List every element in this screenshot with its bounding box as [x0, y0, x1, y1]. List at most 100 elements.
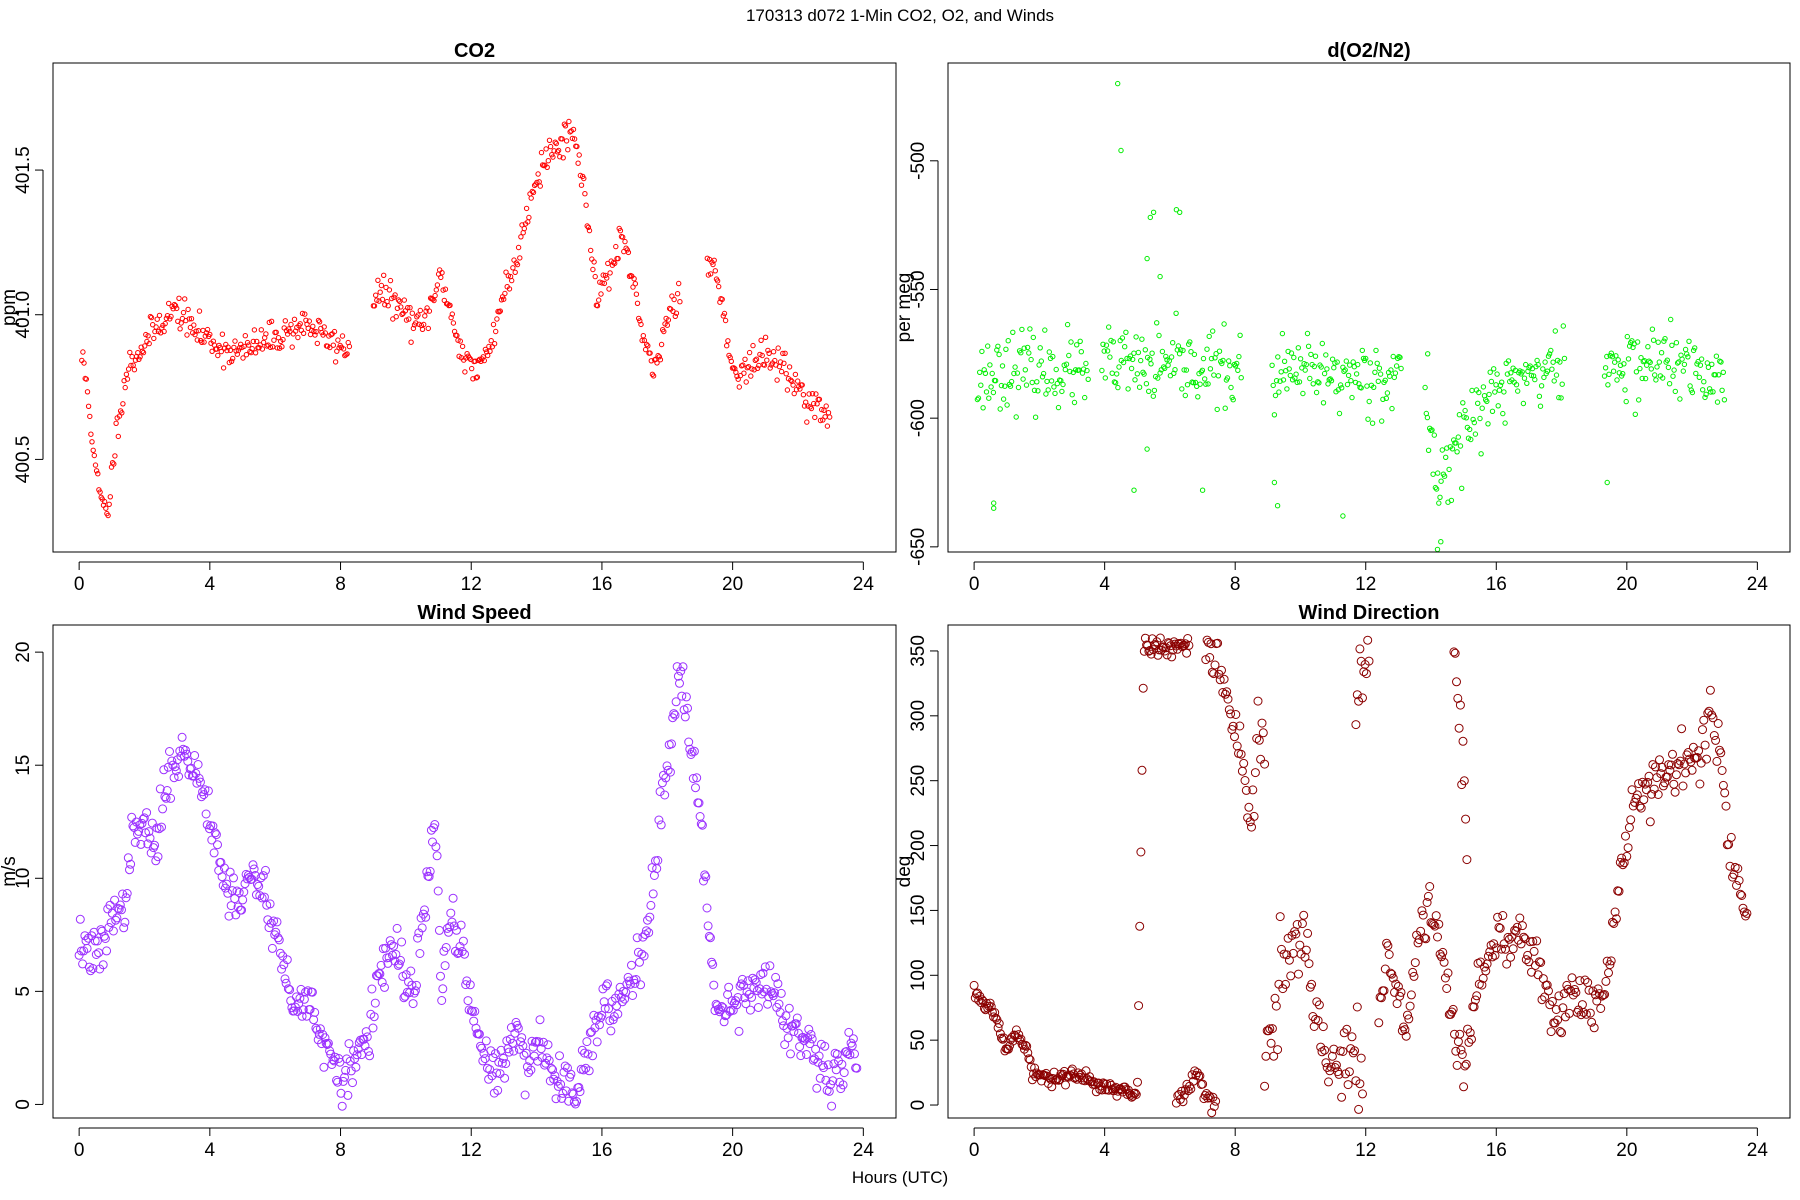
data-point: [256, 873, 266, 883]
data-point: [389, 941, 399, 951]
data-point: [1314, 1000, 1324, 1010]
data-point: [1260, 1081, 1270, 1091]
data-point: [345, 1056, 355, 1066]
data-point: [542, 1053, 552, 1063]
data-point: [552, 1076, 562, 1086]
data-point: [756, 970, 766, 979]
data-point: [1425, 447, 1432, 453]
data-point: [1519, 369, 1525, 375]
data-point: [654, 815, 664, 825]
data-point: [601, 981, 611, 991]
data-point: [1438, 478, 1444, 484]
data-point: [1492, 389, 1498, 395]
data-point: [988, 384, 994, 390]
data-point: [233, 348, 239, 354]
data-point: [155, 784, 165, 794]
data-point: [279, 344, 285, 350]
data-point: [1621, 361, 1627, 367]
data-point: [148, 314, 155, 321]
data-point: [1168, 354, 1175, 360]
data-point: [545, 158, 551, 164]
data-point: [742, 987, 752, 997]
data-point: [1172, 367, 1178, 373]
y-tick-label: 50: [908, 1030, 929, 1051]
data-point: [986, 395, 992, 401]
data-point: [291, 316, 298, 322]
data-point: [1540, 366, 1546, 372]
data-point: [376, 960, 386, 970]
data-point: [267, 344, 274, 350]
data-point: [235, 347, 242, 354]
data-point: [1219, 360, 1225, 367]
y-tick-label: -500: [908, 142, 929, 180]
data-point: [306, 318, 312, 324]
data-point: [1294, 379, 1300, 386]
data-point: [1460, 1061, 1470, 1071]
data-point: [481, 357, 487, 364]
data-point: [1408, 967, 1418, 977]
data-point: [333, 1077, 343, 1087]
data-point: [319, 1062, 329, 1072]
data-point: [671, 296, 677, 303]
data-point: [607, 996, 617, 1006]
data-point: [973, 988, 982, 998]
data-point: [1085, 376, 1091, 382]
data-point: [1249, 811, 1259, 821]
data-point: [1364, 656, 1374, 666]
data-point: [1220, 357, 1226, 364]
data-point: [639, 951, 649, 961]
data-point: [1718, 359, 1724, 365]
data-point: [791, 1019, 801, 1029]
data-point: [1182, 648, 1192, 658]
data-point: [613, 1009, 623, 1019]
data-point: [1149, 350, 1155, 356]
data-point: [998, 382, 1005, 389]
data-point: [1439, 447, 1446, 453]
data-point: [305, 1005, 315, 1014]
data-point: [681, 692, 691, 702]
data-point: [1537, 995, 1547, 1005]
x-tick-label: 20: [1616, 1140, 1637, 1161]
y-axis-label: m/s: [0, 856, 20, 887]
chart-title: d(O2/N2): [1327, 40, 1410, 62]
data-point: [604, 1004, 614, 1014]
data-point: [142, 808, 152, 818]
data-point: [994, 1019, 1004, 1028]
data-point: [310, 1007, 320, 1017]
data-point: [1382, 938, 1392, 948]
data-point: [1491, 943, 1501, 953]
data-point: [1350, 359, 1356, 365]
data-point: [1420, 933, 1429, 943]
data-point: [193, 760, 203, 769]
data-point: [1136, 384, 1143, 390]
data-point: [1462, 407, 1468, 414]
data-point: [197, 792, 206, 802]
data-point: [596, 297, 602, 303]
data-point: [555, 1051, 564, 1061]
data-point: [703, 921, 713, 931]
data-point: [259, 892, 269, 902]
data-point: [1131, 350, 1137, 356]
data-point: [1434, 546, 1441, 553]
data-point: [1610, 907, 1620, 917]
data-point: [105, 512, 111, 519]
x-tick-label: 8: [335, 1140, 346, 1161]
data-point: [1726, 832, 1736, 842]
data-point: [465, 980, 475, 990]
data-point: [1126, 355, 1133, 362]
data-point: [1529, 946, 1539, 956]
data-point: [1537, 403, 1544, 409]
data-point: [271, 927, 281, 937]
data-point: [1632, 790, 1642, 800]
data-point: [352, 1050, 362, 1060]
data-point: [1084, 367, 1090, 374]
data-point: [498, 1053, 508, 1063]
data-point: [1392, 999, 1402, 1009]
data-point: [177, 732, 187, 742]
data-point: [530, 189, 537, 196]
data-point: [518, 1041, 528, 1051]
data-point: [274, 935, 284, 945]
data-point: [684, 737, 694, 747]
data-point: [753, 356, 760, 362]
data-point: [425, 325, 431, 332]
